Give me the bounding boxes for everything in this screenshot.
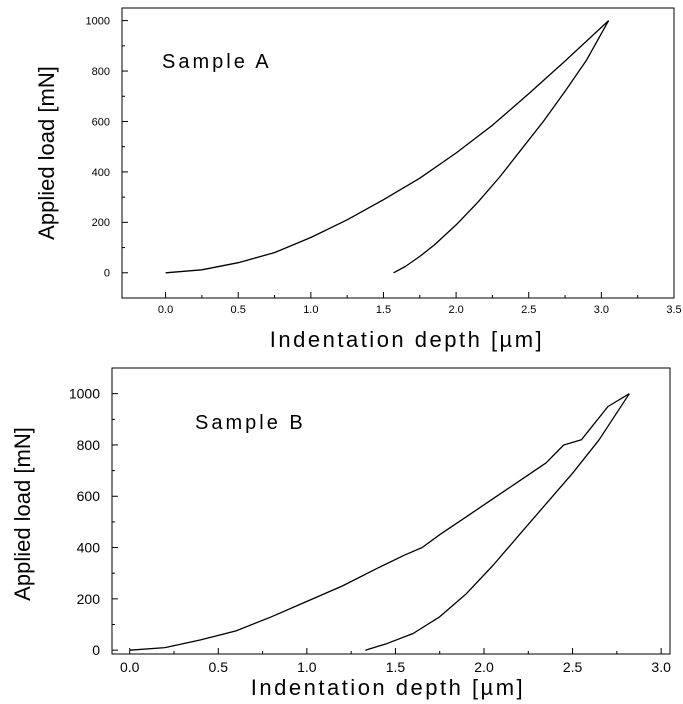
x-tick-label: 1.0 xyxy=(303,304,318,316)
loading-curve xyxy=(129,393,630,651)
unloading-curve xyxy=(365,393,630,651)
x-axis-label-b: Indentation depth [µm] xyxy=(251,675,525,700)
panel-sample-a: 0.0 0.5 1.0 1.5 2.0 2.5 3.0 3.5 0 200 400 600 800 100… xyxy=(34,7,682,352)
y-tick-label: 200 xyxy=(92,217,110,229)
plot-frame-a xyxy=(121,7,675,299)
plot-frame-b xyxy=(111,367,671,655)
ticks-b xyxy=(112,393,662,654)
x-tick-label: 0.0 xyxy=(158,304,173,316)
x-tick-label: 2.0 xyxy=(474,659,494,675)
y-tick-label: 0 xyxy=(104,268,110,280)
x-tick-label: 3.0 xyxy=(651,659,671,675)
y-tick-label: 200 xyxy=(77,591,101,607)
sample-a-annotation: Sample A xyxy=(162,51,272,73)
x-axis-label-a: Indentation depth [µm] xyxy=(270,327,544,352)
x-tick-label: 3.0 xyxy=(594,304,609,316)
x-tick-label: 0.5 xyxy=(231,304,246,316)
tick-labels-a: 0.0 0.5 1.0 1.5 2.0 2.5 3.0 3.5 0 200 400 600 800 100… xyxy=(86,15,682,316)
loading-curve xyxy=(165,20,610,274)
y-tick-label: 400 xyxy=(92,167,110,179)
y-axis-label-a: Applied load [mN] xyxy=(34,66,59,240)
x-tick-label: 1.0 xyxy=(297,659,317,675)
y-tick-label: 800 xyxy=(92,66,110,78)
x-tick-label: 3.5 xyxy=(666,304,681,316)
y-tick-label: 800 xyxy=(77,437,101,453)
y-tick-label: 600 xyxy=(77,488,101,504)
x-tick-label: 2.5 xyxy=(521,304,536,316)
tick-labels-b: 0.0 0.5 1.0 1.5 2.0 2.5 3.0 0 200 400 600 800 1000 xyxy=(69,386,671,675)
data-lines-a xyxy=(165,20,610,274)
data-lines-b xyxy=(129,393,630,651)
x-tick-label: 2.5 xyxy=(563,659,583,675)
x-tick-label: 0.0 xyxy=(120,659,140,675)
y-tick-label: 0 xyxy=(92,642,100,658)
sample-b-annotation: Sample B xyxy=(195,412,306,434)
y-tick-label: 1000 xyxy=(86,15,110,27)
x-tick-label: 2.0 xyxy=(448,304,463,316)
y-tick-label: 400 xyxy=(77,539,101,555)
ticks-a xyxy=(122,20,675,298)
panel-sample-b: 0.0 0.5 1.0 1.5 2.0 2.5 3.0 0 200 400 600 800 1000 S… xyxy=(10,367,671,700)
x-tick-label: 1.5 xyxy=(386,659,406,675)
x-tick-label: 0.5 xyxy=(209,659,229,675)
unloading-curve xyxy=(393,20,610,274)
y-tick-label: 1000 xyxy=(69,386,100,402)
y-tick-label: 600 xyxy=(92,116,110,128)
x-tick-label: 1.5 xyxy=(376,304,391,316)
y-axis-label-b: Applied load [mN] xyxy=(10,427,35,601)
